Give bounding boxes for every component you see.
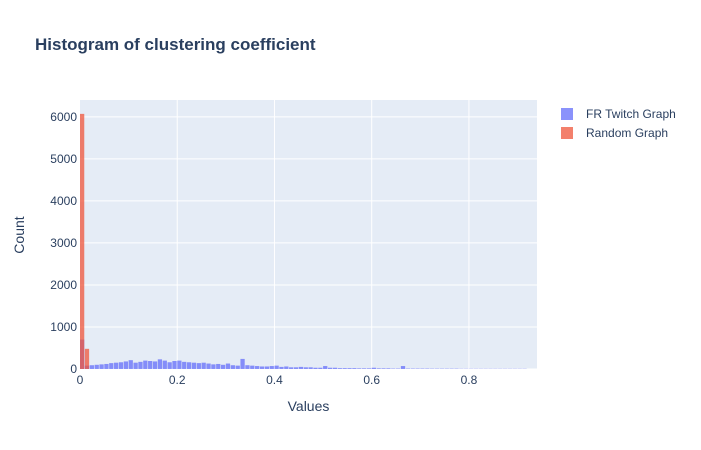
- bar-fr-twitch[interactable]: [381, 368, 386, 369]
- bar-fr-twitch[interactable]: [250, 365, 255, 369]
- y-tick-label: 6000: [50, 110, 77, 124]
- bar-fr-twitch[interactable]: [114, 362, 119, 369]
- bar-fr-twitch[interactable]: [347, 368, 352, 369]
- bar-fr-twitch[interactable]: [318, 367, 323, 369]
- bar-fr-twitch[interactable]: [289, 367, 294, 369]
- y-tick-label: 2000: [50, 278, 77, 292]
- legend-label: FR Twitch Graph: [586, 107, 676, 121]
- bar-fr-twitch[interactable]: [167, 362, 172, 369]
- bar-fr-twitch[interactable]: [109, 363, 114, 369]
- bar-fr-twitch[interactable]: [220, 364, 226, 369]
- bar-random-graph[interactable]: [80, 113, 85, 369]
- bar-fr-twitch[interactable]: [143, 360, 148, 369]
- bar-fr-twitch[interactable]: [211, 364, 216, 369]
- bar-fr-twitch[interactable]: [235, 365, 240, 369]
- bar-fr-twitch[interactable]: [157, 359, 163, 369]
- x-axis-title: Values: [288, 398, 330, 414]
- bar-fr-twitch[interactable]: [245, 365, 250, 369]
- bar-fr-twitch[interactable]: [274, 365, 279, 369]
- bar-fr-twitch[interactable]: [376, 368, 381, 369]
- bar-fr-twitch[interactable]: [123, 361, 129, 369]
- y-axis-ticks: 0 1000 2000 3000 4000 5000 6000: [50, 110, 77, 376]
- bar-fr-twitch[interactable]: [366, 368, 372, 369]
- bar-fr-twitch[interactable]: [255, 366, 260, 369]
- bar-fr-twitch[interactable]: [104, 363, 109, 369]
- legend-item-random-graph[interactable]: Random Graph: [561, 126, 668, 140]
- bar-fr-twitch[interactable]: [342, 368, 347, 369]
- bar-fr-twitch[interactable]: [89, 365, 94, 369]
- bar-fr-twitch[interactable]: [337, 368, 342, 369]
- bar-fr-twitch[interactable]: [128, 360, 133, 369]
- bar-fr-twitch[interactable]: [186, 362, 192, 369]
- bar-fr-twitch[interactable]: [293, 367, 299, 369]
- legend[interactable]: FR Twitch Graph Random Graph: [561, 107, 676, 140]
- bar-fr-twitch[interactable]: [332, 367, 338, 369]
- bar-fr-twitch[interactable]: [138, 361, 143, 369]
- y-tick-label: 1000: [50, 320, 77, 334]
- bar-fr-twitch[interactable]: [264, 366, 270, 369]
- bar-fr-twitch[interactable]: [303, 367, 308, 369]
- y-axis-title: Count: [11, 216, 27, 253]
- y-tick-label: 3000: [50, 236, 77, 250]
- bar-fr-twitch[interactable]: [386, 368, 391, 369]
- bar-fr-twitch[interactable]: [225, 363, 231, 369]
- bar-fr-twitch[interactable]: [327, 367, 333, 369]
- bar-fr-twitch[interactable]: [182, 361, 187, 369]
- gridlines: [80, 100, 537, 370]
- bar-fr-twitch[interactable]: [240, 358, 245, 369]
- x-tick-label: 0.8: [461, 373, 478, 387]
- bar-fr-twitch[interactable]: [172, 361, 177, 369]
- bar-fr-twitch[interactable]: [308, 367, 313, 369]
- legend-item-fr-twitch[interactable]: FR Twitch Graph: [561, 107, 676, 121]
- y-tick-label: 5000: [50, 152, 77, 166]
- bar-fr-twitch[interactable]: [133, 362, 138, 369]
- bar-fr-twitch[interactable]: [400, 366, 406, 369]
- x-tick-label: 0.4: [266, 373, 283, 387]
- bar-fr-twitch[interactable]: [152, 361, 158, 369]
- bar-fr-twitch[interactable]: [162, 360, 167, 369]
- bar-fr-twitch[interactable]: [284, 366, 289, 369]
- bar-fr-twitch[interactable]: [206, 363, 211, 369]
- x-tick-label: 0.2: [169, 373, 186, 387]
- legend-label: Random Graph: [586, 126, 668, 140]
- bar-fr-twitch[interactable]: [118, 362, 124, 369]
- y-tick-label: 0: [70, 362, 77, 376]
- bar-fr-twitch[interactable]: [313, 367, 318, 369]
- bar-fr-twitch[interactable]: [352, 368, 357, 369]
- bar-fr-twitch[interactable]: [201, 362, 206, 369]
- bar-fr-twitch[interactable]: [357, 368, 362, 369]
- bar-fr-twitch[interactable]: [361, 368, 367, 369]
- y-tick-label: 4000: [50, 194, 77, 208]
- bar-fr-twitch[interactable]: [94, 364, 99, 369]
- legend-swatch: [561, 108, 573, 120]
- plot-area: [80, 100, 537, 369]
- bar-fr-twitch[interactable]: [371, 367, 376, 369]
- legend-swatch: [561, 127, 573, 139]
- bar-fr-twitch[interactable]: [298, 366, 304, 369]
- bar-fr-twitch[interactable]: [196, 363, 201, 369]
- bar-fr-twitch[interactable]: [269, 366, 274, 369]
- bar-fr-twitch[interactable]: [279, 366, 284, 369]
- x-tick-label: 0.6: [363, 373, 380, 387]
- x-tick-label: 0: [77, 373, 84, 387]
- bar-fr-twitch[interactable]: [259, 366, 265, 369]
- bar-fr-twitch[interactable]: [216, 363, 221, 369]
- bar-fr-twitch[interactable]: [148, 361, 153, 369]
- x-axis-ticks: 0 0.2 0.4 0.6 0.8: [77, 373, 478, 387]
- bar-fr-twitch[interactable]: [177, 360, 182, 369]
- bar-fr-twitch[interactable]: [323, 366, 328, 369]
- bar-fr-twitch[interactable]: [230, 365, 235, 369]
- bars: [80, 113, 527, 369]
- chart-title: Histogram of clustering coefficient: [35, 35, 316, 54]
- bar-fr-twitch[interactable]: [191, 362, 197, 369]
- bar-fr-twitch[interactable]: [99, 364, 104, 369]
- bar-random-graph[interactable]: [84, 348, 90, 369]
